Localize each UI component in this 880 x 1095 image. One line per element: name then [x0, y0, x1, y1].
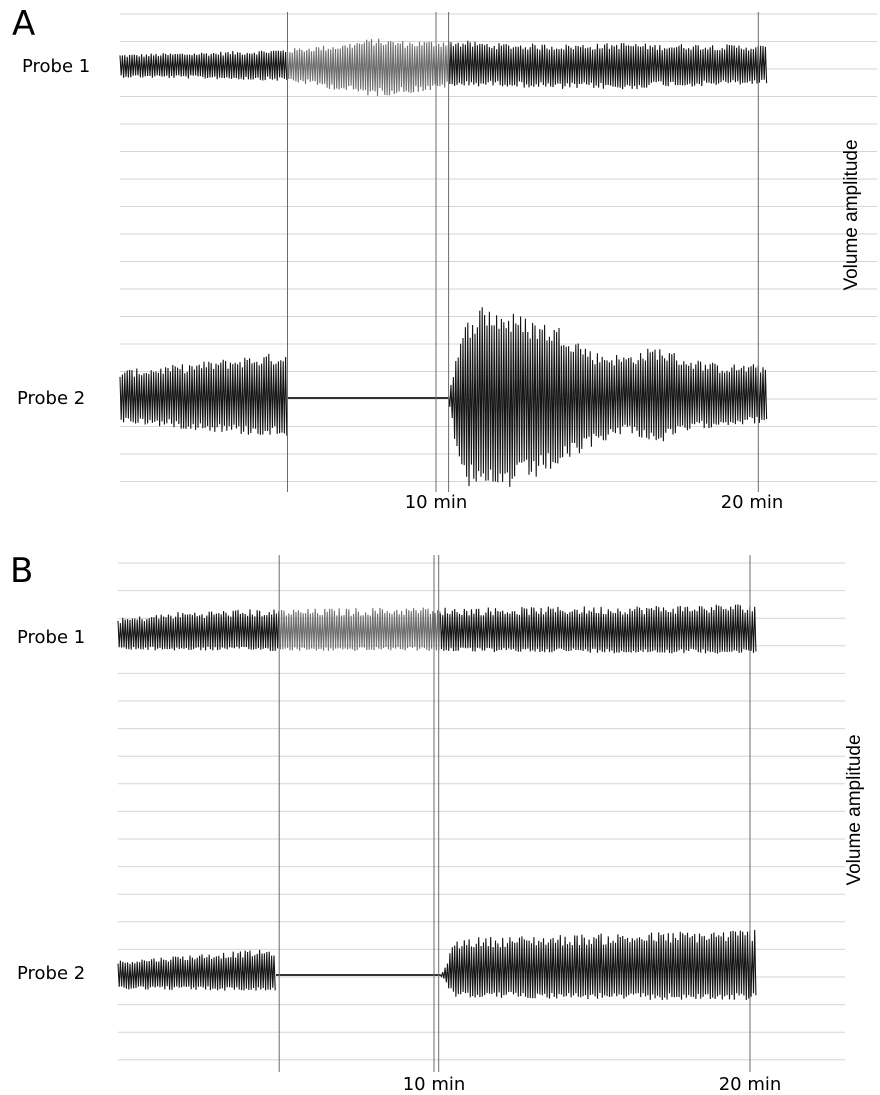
probe-label: Probe 1 — [17, 627, 85, 648]
waveform-segment — [117, 609, 280, 652]
x-tick-label: 10 min — [403, 1074, 466, 1095]
event-markers — [278, 555, 751, 1072]
probe-label: Probe 2 — [17, 963, 85, 984]
y-axis-label: Volume amplitude — [841, 139, 862, 290]
waveform-segment — [278, 607, 441, 652]
probe-label: Probe 2 — [17, 388, 85, 409]
x-tick-label: 10 min — [405, 492, 468, 513]
waveform-segment — [119, 353, 288, 436]
waveform-segment — [117, 949, 276, 991]
waveform-segment — [439, 929, 757, 1001]
trace-probe-2 — [117, 929, 757, 1001]
panel-letter: B — [10, 551, 33, 591]
panel-A: A Probe 1 Probe 2 10 min 20 min Volume amplit… — [12, 4, 877, 513]
panel-B: B Probe 1 Probe 2 10 min 20 min Volume amplit… — [10, 551, 865, 1095]
panel-letter: A — [12, 4, 35, 44]
trace-probe-1 — [119, 38, 768, 96]
waveform-segment — [286, 38, 449, 96]
waveform-segment — [119, 50, 288, 81]
y-axis-label: Volume amplitude — [844, 734, 865, 885]
waveform-segment — [448, 40, 768, 90]
trace-probe-1 — [117, 604, 757, 654]
x-tick-label: 20 min — [719, 1074, 782, 1095]
x-tick-label: 20 min — [721, 492, 784, 513]
probe-label: Probe 1 — [22, 56, 90, 77]
trace-probe-2 — [119, 307, 768, 487]
event-markers — [287, 12, 759, 492]
waveform-segment — [448, 307, 768, 487]
waveform-segment — [439, 604, 757, 654]
